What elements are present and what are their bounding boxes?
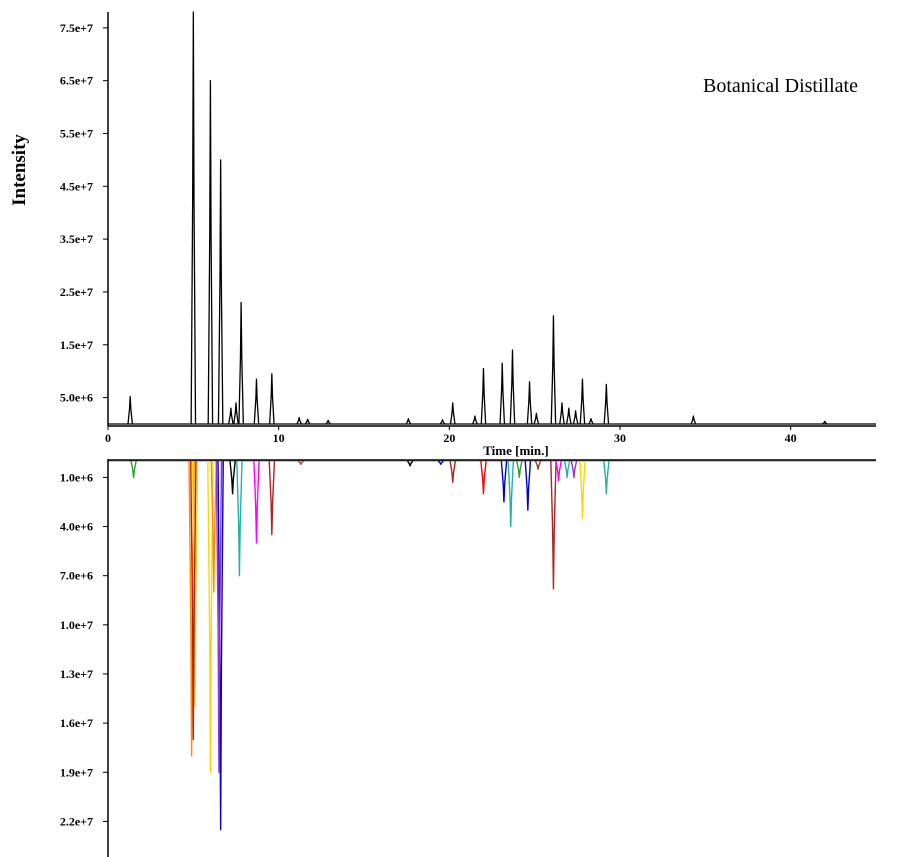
top-peak <box>296 417 302 425</box>
bottom-peak <box>550 460 557 590</box>
top-peak <box>439 419 446 425</box>
top-y-tick-label: 5.0e+6 <box>60 391 93 405</box>
bottom-trace-group <box>108 460 876 831</box>
top-peak <box>207 80 214 425</box>
x-tick-label: 0 <box>105 431 111 445</box>
top-peak <box>526 381 533 425</box>
bottom-y-tick-label: 1.3e+7 <box>60 667 93 681</box>
top-peak <box>565 407 572 425</box>
top-peak <box>217 159 224 425</box>
bottom-y-tick-label: 1.9e+7 <box>60 765 93 779</box>
top-panel: 5.0e+6 1.5e+7 2.5e+7 3.5e+7 4.5e+7 5.5e+7 6.5e… <box>9 11 876 458</box>
bottom-peak <box>449 460 457 483</box>
top-peak <box>190 11 197 425</box>
top-peak <box>228 407 234 425</box>
bottom-peak <box>570 460 578 479</box>
top-peak <box>304 418 311 425</box>
bottom-peak <box>253 460 260 544</box>
top-peak <box>233 402 239 425</box>
bottom-peak <box>268 460 276 536</box>
top-x-ticks: 0 10 20 30 40 <box>105 426 797 445</box>
bottom-peak <box>437 460 444 465</box>
top-peak <box>499 362 506 425</box>
bottom-peak <box>507 460 515 528</box>
bottom-peak <box>563 460 571 479</box>
bottom-peak <box>190 460 197 741</box>
bottom-peak <box>603 460 610 495</box>
top-peak <box>822 420 828 425</box>
x-tick-label: 40 <box>785 431 797 445</box>
bottom-peak <box>207 460 214 773</box>
x-tick-label: 10 <box>273 431 285 445</box>
top-peak <box>238 301 244 425</box>
bottom-peak <box>215 460 223 773</box>
bottom-y-ticks: 1.0e+6 4.0e+6 7.0e+6 1.0e+7 1.3e+7 1.6e+7 1.9e… <box>60 470 108 828</box>
top-peak <box>509 349 516 425</box>
top-trace-group <box>108 11 876 425</box>
bottom-peak <box>229 460 236 495</box>
x-tick-label: 30 <box>614 431 626 445</box>
bottom-peak <box>524 460 532 511</box>
bottom-peak <box>500 460 508 503</box>
sample-annotation: Botanical Distillate <box>703 75 858 97</box>
bottom-peak <box>579 460 586 520</box>
top-peak <box>480 367 487 425</box>
y-axis-label: Intensity <box>9 134 30 206</box>
top-peak <box>690 415 697 425</box>
bottom-y-tick-label: 2.2e+7 <box>60 814 93 828</box>
bottom-y-tick-label: 7.0e+6 <box>60 569 93 583</box>
bottom-peak <box>191 460 199 708</box>
top-peak <box>127 395 134 425</box>
top-peak <box>603 383 610 425</box>
bottom-peak <box>130 460 137 479</box>
bottom-peak <box>480 460 487 495</box>
x-tick-label: 20 <box>443 431 455 445</box>
top-peak <box>588 418 594 425</box>
top-y-tick-label: 5.5e+7 <box>60 126 93 140</box>
top-y-tick-label: 1.5e+7 <box>60 338 93 352</box>
bottom-peak <box>516 460 523 479</box>
top-y-tick-label: 6.5e+7 <box>60 74 93 88</box>
bottom-y-tick-label: 4.0e+6 <box>60 520 93 534</box>
top-peak <box>559 402 565 425</box>
bottom-peak <box>217 460 224 831</box>
x-axis-label: Time [min.] <box>483 443 548 458</box>
bottom-y-tick-label: 1.6e+7 <box>60 716 93 730</box>
top-y-tick-label: 2.5e+7 <box>60 285 93 299</box>
bottom-y-tick-label: 1.0e+7 <box>60 618 93 632</box>
bottom-peak <box>406 460 414 467</box>
top-y-tick-label: 7.5e+7 <box>60 21 93 35</box>
bottom-peak <box>188 460 195 757</box>
top-peak <box>550 315 557 425</box>
top-peak <box>533 412 540 425</box>
bottom-panel: 1.0e+6 4.0e+6 7.0e+6 1.0e+7 1.3e+7 1.6e+7 1.9e… <box>60 459 876 857</box>
bottom-peak <box>297 460 304 465</box>
top-peak <box>449 402 456 425</box>
top-peak <box>268 373 275 425</box>
top-y-tick-label: 3.5e+7 <box>60 232 93 246</box>
bottom-y-tick-label: 1.0e+6 <box>60 470 93 484</box>
bottom-peak <box>534 460 542 470</box>
bottom-peak <box>236 460 243 577</box>
top-y-tick-label: 4.5e+7 <box>60 179 93 193</box>
top-peak <box>405 418 412 425</box>
top-peak <box>572 410 579 425</box>
top-peak <box>253 378 260 425</box>
top-peak <box>472 415 478 425</box>
top-y-ticks: 5.0e+6 1.5e+7 2.5e+7 3.5e+7 4.5e+7 5.5e+7 6.5e… <box>60 21 108 405</box>
bottom-peak <box>555 460 562 482</box>
top-peak <box>579 378 586 425</box>
top-peak <box>325 419 331 425</box>
bottom-peak <box>210 460 218 593</box>
